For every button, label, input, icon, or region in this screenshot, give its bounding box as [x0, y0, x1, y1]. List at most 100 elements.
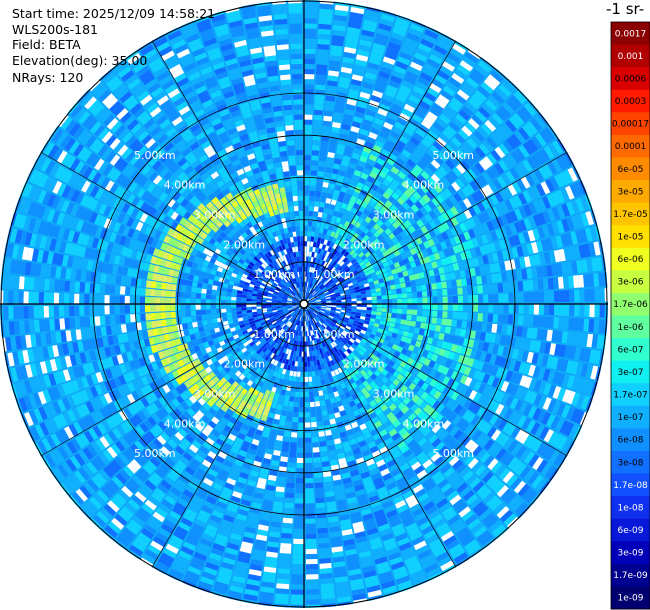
range-gate: [320, 451, 329, 458]
range-gate: [328, 183, 336, 190]
range-gate: [308, 294, 313, 299]
range-gate: [332, 268, 338, 274]
range-gate: [346, 240, 353, 247]
range-gate: [392, 27, 407, 37]
range-gate: [377, 23, 392, 32]
range-gate: [477, 313, 484, 322]
range-gate: [304, 190, 310, 196]
range-gate: [362, 184, 370, 193]
range-gate: [320, 140, 329, 147]
range-gate: [391, 313, 397, 318]
range-gate: [402, 42, 417, 52]
range-gate: [336, 96, 347, 104]
range-gate: [423, 241, 431, 249]
range-gate: [313, 206, 319, 212]
range-gate: [313, 262, 317, 269]
range-gate: [375, 32, 389, 42]
range-gate: [388, 224, 396, 232]
range-gate: [409, 195, 418, 204]
range-gate: [299, 407, 304, 413]
range-gate: [360, 86, 372, 95]
range-gate: [412, 150, 423, 160]
range-gate: [304, 417, 311, 423]
range-gate: [414, 52, 428, 63]
range-gate: [487, 74, 501, 87]
range-gate: [396, 293, 403, 299]
range-gate: [357, 193, 365, 201]
range-gate: [337, 234, 343, 241]
range-gate: [401, 287, 407, 293]
range-gate: [470, 134, 482, 146]
range-gate: [404, 145, 415, 154]
range-gate: [410, 204, 420, 213]
range-gate: [309, 288, 313, 294]
range-gate: [296, 371, 301, 377]
range-gate: [376, 299, 383, 304]
range-gate: [304, 397, 310, 403]
range-gate: [313, 211, 318, 217]
range-gate: [383, 144, 393, 153]
range-gate: [342, 282, 348, 287]
range-gate: [477, 60, 492, 73]
range-gate: [600, 367, 608, 383]
range-gate: [454, 133, 466, 144]
range-gate: [328, 289, 334, 293]
range-gate: [518, 292, 524, 303]
range-gate: [320, 578, 334, 585]
range-gate: [316, 181, 323, 187]
range-gate: [307, 366, 312, 372]
range-gate: [506, 98, 519, 112]
range-gate: [309, 185, 316, 191]
range-gate: [336, 282, 342, 287]
range-gate: [543, 145, 555, 160]
range-gate: [319, 562, 332, 569]
range-gate: [305, 271, 308, 277]
range-gate: [429, 144, 440, 155]
range-gate: [321, 456, 329, 463]
range-gate: [387, 259, 394, 266]
range-gate: [415, 146, 426, 156]
range-gate: [464, 121, 477, 133]
range-gate: [313, 278, 317, 284]
range-gate: [510, 151, 522, 164]
range-gate: [403, 75, 416, 85]
range-gate: [457, 189, 467, 200]
range-gate: [298, 422, 304, 428]
range-gate: [509, 167, 520, 180]
range-gate: [407, 66, 421, 76]
range-gate: [422, 310, 428, 316]
range-gate: [452, 167, 463, 178]
range-gate: [360, 34, 374, 43]
range-gate: [537, 316, 544, 328]
range-gate: [451, 117, 464, 129]
range-gate: [478, 294, 484, 303]
range-gate: [397, 304, 403, 309]
range-gate: [335, 153, 343, 160]
range-gate: [418, 123, 429, 134]
range-gate: [315, 247, 319, 253]
range-gate: [441, 221, 450, 231]
range-gate: [466, 77, 479, 89]
range-gate: [535, 151, 546, 165]
range-gate: [335, 101, 346, 109]
range-gate: [298, 417, 304, 423]
range-gate: [297, 447, 304, 453]
range-gate: [313, 119, 322, 126]
range-gate: [293, 538, 304, 545]
range-gate: [325, 429, 332, 436]
range-gate: [313, 273, 317, 279]
range-gate: [538, 166, 549, 180]
range-gate: [430, 126, 442, 137]
range-gate: [318, 431, 325, 437]
range-gate: [411, 113, 423, 123]
range-gate: [375, 249, 382, 256]
range-gate: [371, 122, 382, 131]
range-gate: [326, 229, 332, 236]
range-gate: [473, 304, 479, 312]
range-gate: [359, 128, 369, 137]
range-gate: [341, 263, 347, 269]
range-gate: [388, 196, 397, 204]
range-gate: [311, 290, 315, 295]
range-gate: [319, 150, 327, 157]
range-gate: [330, 45, 343, 52]
